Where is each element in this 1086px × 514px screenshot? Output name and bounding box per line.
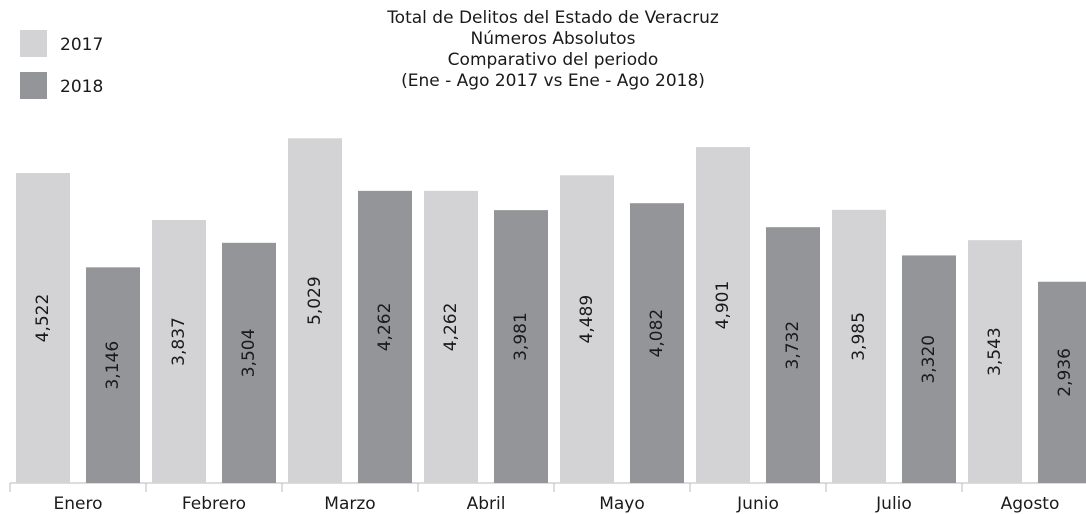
legend-label: 2018 <box>60 77 103 97</box>
bar <box>696 147 750 484</box>
value-label: 4,082 <box>647 309 667 358</box>
bar <box>152 219 206 483</box>
bar <box>494 210 548 483</box>
value-label: 4,489 <box>577 295 597 344</box>
bar <box>766 227 820 483</box>
bar <box>902 255 956 483</box>
bar <box>222 242 276 483</box>
value-label: 5,029 <box>305 276 325 325</box>
value-label: 3,985 <box>849 312 869 361</box>
x-tick-label: Febrero <box>182 494 246 514</box>
value-label: 4,522 <box>33 294 53 343</box>
value-label: 3,837 <box>169 317 189 366</box>
x-tick-label: Abril <box>467 494 506 514</box>
value-label: 3,732 <box>783 321 803 370</box>
value-label: 4,901 <box>713 281 733 330</box>
bar <box>288 138 342 483</box>
chart-title: Números Absolutos <box>471 29 636 49</box>
x-tick-label: Marzo <box>324 494 375 514</box>
bar <box>86 267 140 483</box>
legend-swatch <box>20 72 47 99</box>
bar <box>968 240 1022 483</box>
legend-swatch <box>20 30 47 57</box>
bar <box>424 190 478 484</box>
chart-title: Total de Delitos del Estado de Veracruz <box>386 8 719 28</box>
x-tick-label: Julio <box>875 494 912 514</box>
value-label: 3,504 <box>239 329 259 378</box>
value-label: 3,981 <box>511 312 531 361</box>
bar <box>832 209 886 483</box>
bar <box>16 173 70 483</box>
legend-label: 2017 <box>60 35 103 55</box>
x-tick-label: Mayo <box>599 494 645 514</box>
value-label: 3,146 <box>103 341 123 390</box>
bar <box>1038 281 1086 483</box>
value-label: 2,936 <box>1055 348 1075 397</box>
chart-title: Comparativo del periodo <box>448 50 659 70</box>
chart-title: (Ene - Ago 2017 vs Ene - Ago 2018) <box>401 71 705 91</box>
value-label: 4,262 <box>375 303 395 352</box>
x-tick-label: Junio <box>736 494 779 514</box>
bar <box>560 175 614 484</box>
x-tick-label: Agosto <box>1001 494 1060 514</box>
bar <box>358 190 412 484</box>
value-label: 4,262 <box>441 303 461 352</box>
value-label: 3,320 <box>919 335 939 384</box>
x-tick-label: Enero <box>54 494 103 514</box>
bar <box>630 203 684 483</box>
value-label: 3,543 <box>985 327 1005 376</box>
